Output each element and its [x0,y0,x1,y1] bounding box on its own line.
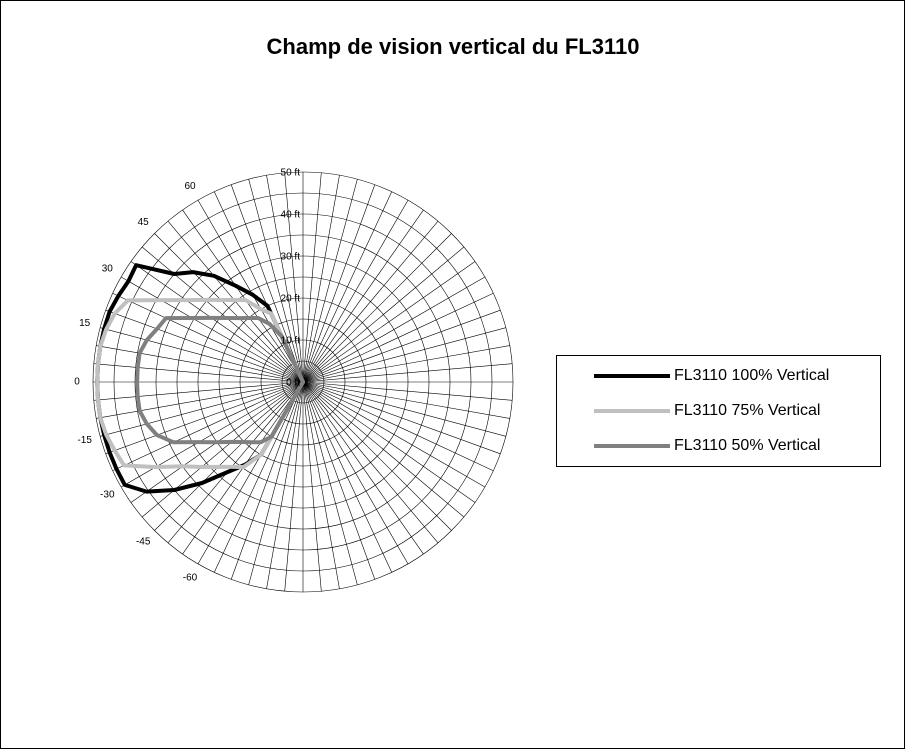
spoke [154,381,304,531]
spoke [230,184,304,383]
spoke [302,233,452,383]
radial-tick-label: 20 ft [281,294,301,305]
radial-tick-label: 40 ft [281,210,301,221]
spoke [302,381,510,419]
spoke [302,261,476,383]
spoke [302,220,439,383]
spoke [130,261,304,383]
spoke [302,292,494,383]
spoke [302,381,439,544]
radial-tick-label: 0 ft [286,378,300,389]
spoke [302,175,340,383]
spoke [302,381,409,565]
angle-label: -30 [100,490,115,501]
spoke [302,209,424,383]
spoke [230,381,304,580]
series-line [95,297,305,470]
spoke [302,199,409,383]
spoke [302,179,358,383]
spoke [302,381,476,503]
spoke [302,381,393,573]
spoke [302,381,465,518]
legend-label: FL3110 75% Vertical [674,402,820,419]
angle-label: 30 [102,264,114,275]
spoke [197,199,304,383]
spoke [96,345,304,383]
spoke [302,327,506,383]
spoke [284,381,304,592]
spoke [120,276,304,383]
spoke [302,184,376,383]
spoke [213,381,304,573]
series-line [135,315,305,445]
spoke [302,381,486,488]
spoke [302,172,322,383]
spoke [302,381,340,589]
spoke [302,381,452,531]
spoke [302,381,376,580]
spoke [302,191,393,383]
spoke [93,381,304,401]
spoke [154,233,304,383]
spoke [112,292,304,383]
spoke [302,363,513,383]
spoke [302,381,513,401]
spoke [302,381,506,437]
spoke [302,345,510,383]
spoke [266,175,304,383]
spoke [105,309,304,383]
spoke [302,246,465,383]
angle-label: 45 [138,217,150,228]
spoke [248,179,304,383]
angle-label: 60 [184,181,196,192]
legend-label: FL3110 100% Vertical [674,367,829,384]
spoke [302,381,494,472]
radial-tick-label: 30 ft [281,252,301,263]
spoke [182,209,304,383]
angle-label: 15 [79,318,91,329]
spoke [284,172,304,383]
radial-tick-label: 10 ft [281,336,301,347]
spoke [120,381,304,488]
spoke [141,381,304,518]
spoke [96,381,304,419]
angle-label: 0 [74,377,80,388]
spoke [141,246,304,383]
radial-tick-label: 50 ft [281,168,301,179]
spoke [266,381,304,589]
spoke [302,381,322,592]
spoke [112,381,304,472]
spoke [302,381,424,555]
chart-title: Champ de vision vertical du FL3110 [267,34,640,59]
spoke [302,381,501,455]
angle-label: -60 [183,572,198,583]
spoke [100,381,304,437]
spoke [302,276,486,383]
legend-label: FL3110 50% Vertical [674,437,820,454]
spoke [93,363,304,383]
angle-label: -15 [77,435,92,446]
spoke [248,381,304,585]
spoke [105,381,304,455]
spoke [302,381,358,585]
spoke [302,309,501,383]
angle-label: -45 [136,536,151,547]
spoke [167,381,304,544]
spoke [100,327,304,383]
